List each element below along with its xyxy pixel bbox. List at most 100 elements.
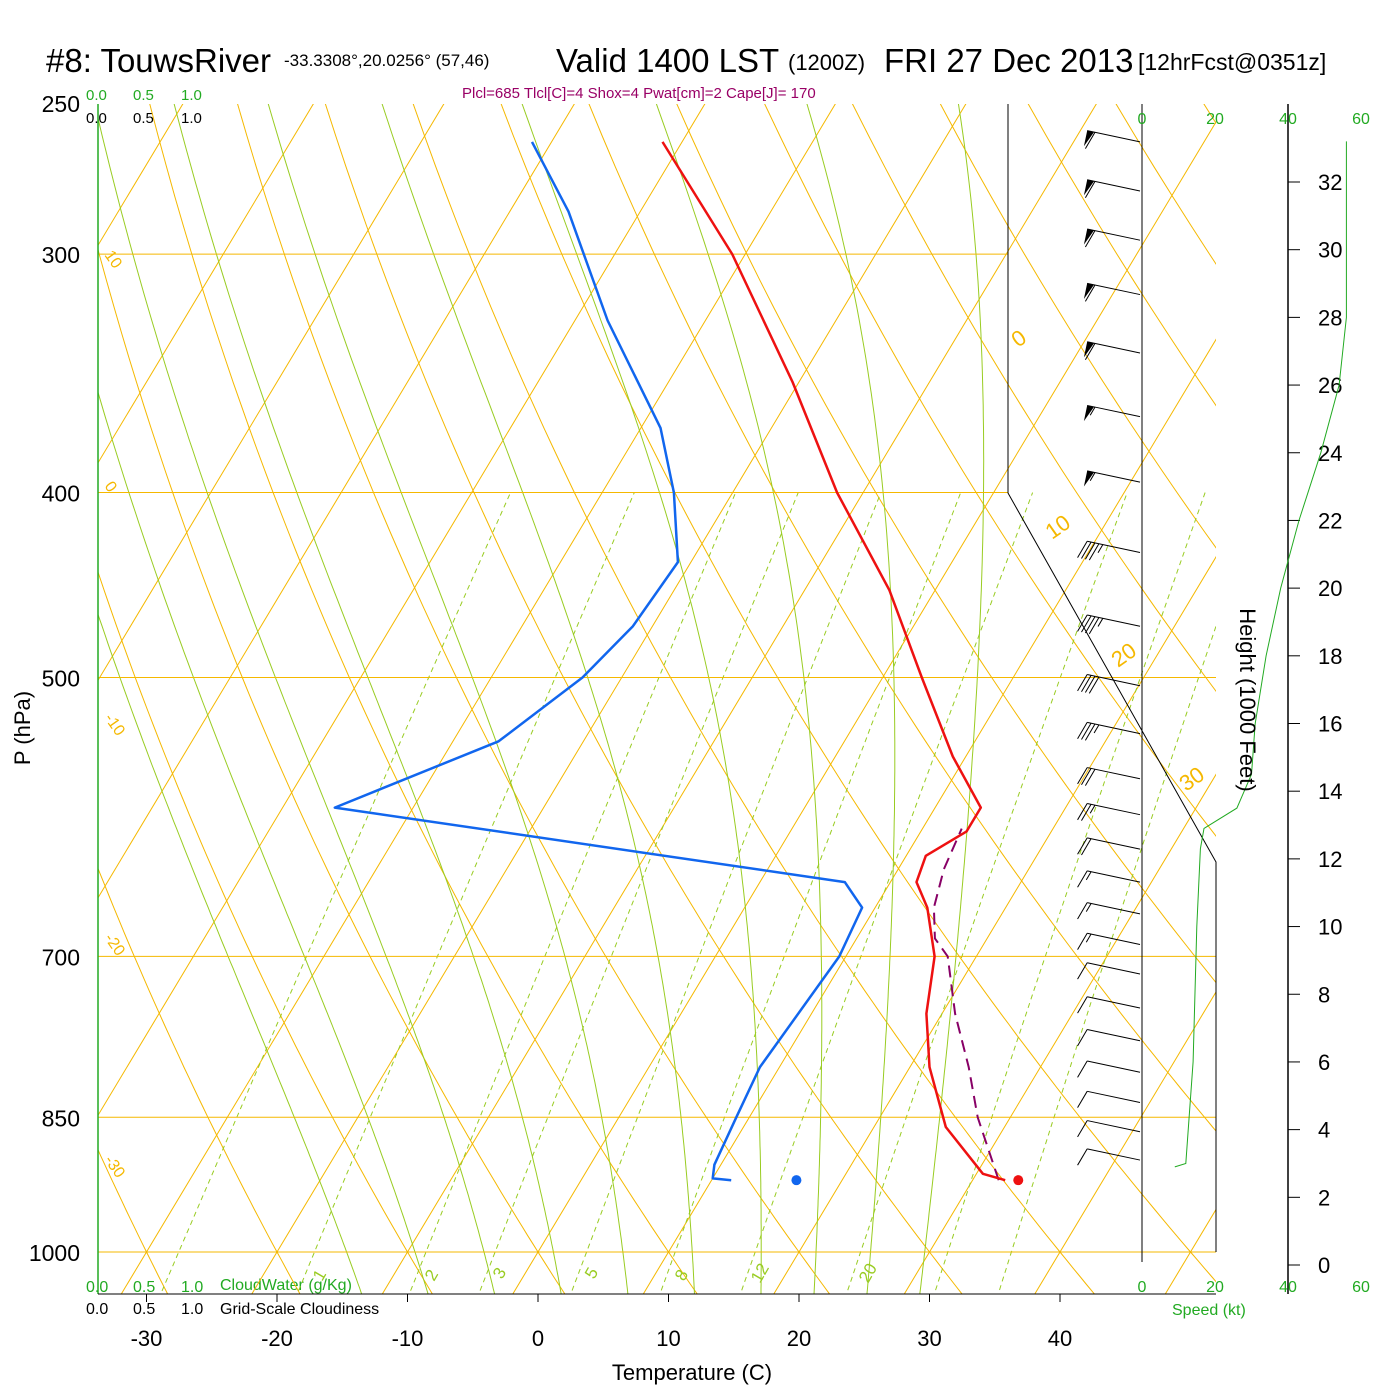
wind-barb-shaft	[1087, 837, 1141, 850]
isotherm-label: 20	[1107, 638, 1141, 673]
wind-barb-shaft	[1087, 341, 1141, 354]
dry-adiabat-line	[764, 104, 1216, 837]
wind-barb-flag	[1088, 543, 1100, 561]
isotherm-label: -10	[101, 711, 128, 740]
speed-tick-label-top: 40	[1279, 111, 1297, 128]
isotherm-label: 30	[1175, 762, 1209, 797]
moist-adiabat-line	[381, 104, 695, 1294]
moist-adiabat-line	[98, 612, 363, 1294]
isotherm-line	[98, 104, 445, 682]
wind-barb-shaft	[1087, 870, 1141, 883]
wind-barb-shaft	[1087, 614, 1141, 627]
wind-barb-flag	[1077, 1148, 1088, 1166]
mixing-ratio-line	[659, 492, 962, 1294]
pressure-tick-label: 250	[42, 91, 80, 117]
cloudiness-tick: 0.0	[86, 1301, 108, 1318]
height-tick-label: 32	[1318, 170, 1342, 195]
wind-barb-shaft	[1087, 962, 1141, 975]
cloudwater-tick: 1.0	[181, 1279, 203, 1296]
dry-adiabat-line	[939, 104, 1216, 549]
forecast-date: FRI 27 Dec 2013	[884, 42, 1133, 79]
isotherm-line	[1164, 1208, 1216, 1294]
wind-barb-flag	[1081, 675, 1092, 692]
wind-barb	[1083, 341, 1141, 361]
speed-tick-label-bottom: 40	[1279, 1279, 1297, 1296]
wind-barb	[1077, 996, 1141, 1014]
wind-barb-flag	[1077, 674, 1088, 692]
wind-barb	[1077, 721, 1141, 741]
wind-barb-shaft	[1087, 228, 1141, 241]
wind-barb	[1077, 1090, 1141, 1108]
wind-barb-flag	[1084, 675, 1096, 693]
dry-adiabat-line	[98, 1148, 169, 1294]
wind-barb-shaft	[1087, 130, 1141, 143]
height-tick-label: 16	[1318, 712, 1342, 737]
temperature-trace	[661, 141, 1006, 1182]
dry-adiabat-line	[1356, 69, 1400, 1316]
pressure-tick-label: 700	[42, 944, 80, 970]
isotherm-line	[903, 773, 1216, 1294]
wind-barb-flag	[1081, 768, 1092, 786]
cloudiness-legend-label: Grid-Scale Cloudiness	[220, 1301, 379, 1318]
wind-barb-shaft	[1087, 282, 1141, 296]
wind-barb-shaft	[1087, 802, 1141, 816]
isotherm-line	[251, 104, 967, 1294]
sounding-profiles	[333, 141, 1024, 1186]
wind-barb-flag	[1084, 343, 1096, 361]
wind-barb	[1077, 1120, 1141, 1138]
isotherm-line	[98, 104, 314, 464]
wind-barb-flag	[1077, 996, 1088, 1014]
wind-barb-flag	[1077, 1120, 1088, 1138]
wind-barb-flag	[1081, 804, 1092, 821]
x-tick-label: 0	[532, 1326, 544, 1351]
height-tick-label: 22	[1318, 508, 1342, 533]
speed-tick-label-top: 60	[1352, 111, 1370, 128]
wind-barb-flag	[1084, 230, 1096, 248]
cloudwater-tick: 1.0	[181, 87, 202, 104]
wind-barb	[1077, 767, 1141, 786]
wind-barb-shaft	[1087, 1148, 1141, 1161]
station-coords: -33.3308°,20.0256° (57,46)	[284, 51, 489, 70]
wind-barb-flag	[1084, 181, 1096, 199]
wind-barb-flag	[1077, 1091, 1088, 1108]
wind-barb-pennant	[1083, 130, 1094, 147]
wind-barb-shaft	[1087, 1060, 1141, 1073]
wind-barb-flag	[1077, 541, 1088, 558]
wind-barb	[1083, 179, 1141, 199]
x-tick-label: 40	[1048, 1326, 1072, 1351]
x-axis-label: Temperature (C)	[612, 1360, 772, 1385]
forecast-info: [12hrFcst@0351z]	[1138, 49, 1326, 75]
height-tick-label: 18	[1318, 644, 1342, 669]
isotherm-label: 0	[101, 479, 120, 496]
wind-barb-flag	[1084, 723, 1096, 741]
wind-barb	[1083, 228, 1141, 248]
wind-barb-half	[1085, 933, 1092, 943]
wind-barb-shaft	[1087, 1120, 1141, 1133]
cloudwater-tick: 0.5	[133, 87, 154, 104]
wind-barb	[1077, 1060, 1141, 1078]
wind-barb-shaft	[1087, 540, 1141, 553]
wind-barb-pennant	[1083, 341, 1094, 358]
dry-adiabat-line	[1203, 104, 1216, 125]
wind-barb-flag	[1081, 722, 1092, 740]
wind-barb	[1077, 674, 1141, 694]
surface-temperature-dot	[1013, 1175, 1024, 1186]
speed-axis-label: Speed (kt)	[1172, 1302, 1246, 1319]
wind-barb-flag	[1081, 838, 1092, 856]
dry-adiabat-line	[98, 570, 433, 1294]
dry-adiabat-line	[149, 104, 698, 1294]
station-title: #8: TouwsRiver	[46, 42, 271, 79]
isotherm-label: -30	[101, 1153, 128, 1182]
x-tick-label: -20	[261, 1326, 293, 1351]
wind-barb-half	[1093, 724, 1100, 734]
wind-barb-flag	[1077, 1060, 1088, 1078]
x-tick-label: 10	[656, 1326, 680, 1351]
height-tick-label: 14	[1318, 779, 1342, 804]
pressure-tick-label: 400	[42, 481, 80, 507]
height-tick-label: 30	[1318, 238, 1342, 263]
height-tick-label: 12	[1318, 847, 1342, 872]
cloudiness-tick: 0.5	[133, 110, 154, 127]
mixing-ratio-line	[160, 492, 511, 1294]
height-axis-label: Height (1000 Feet)	[1235, 608, 1260, 791]
